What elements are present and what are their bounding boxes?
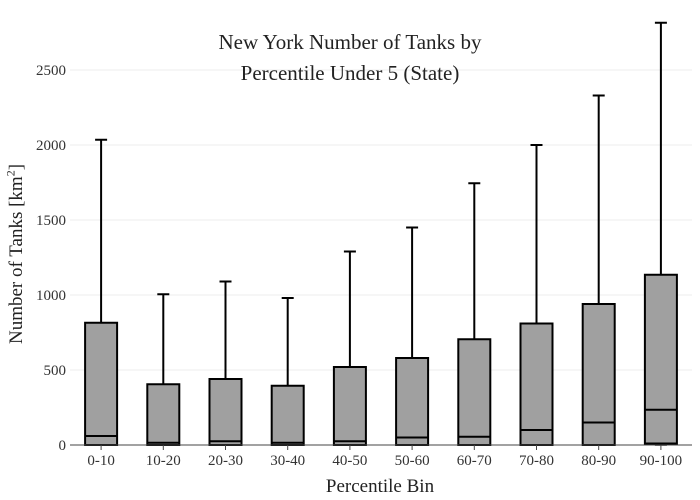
box-body xyxy=(457,338,492,446)
y-axis-label-end: ] xyxy=(6,163,28,171)
x-tick-label: 0-10 xyxy=(87,453,115,469)
x-tick-label: 70-80 xyxy=(519,453,554,469)
x-tick-label: 40-50 xyxy=(332,453,367,469)
box-70-80 xyxy=(519,144,554,446)
y-tick-label: 1000 xyxy=(36,288,66,304)
box-10-20 xyxy=(146,293,181,446)
box-body xyxy=(208,378,243,446)
box-50-60 xyxy=(395,226,430,446)
y-tick-label: 1500 xyxy=(36,213,66,229)
x-axis-label: Percentile Bin xyxy=(325,476,435,497)
chart-title-line-2: Percentile Under 5 (State) xyxy=(240,61,460,85)
box-20-30 xyxy=(208,280,243,446)
box-body xyxy=(332,366,367,446)
box-body xyxy=(519,322,554,446)
x-tick-label: 10-20 xyxy=(146,453,181,469)
x-tick-label: 30-40 xyxy=(270,453,305,469)
box-body xyxy=(581,303,616,446)
x-tick-label: 90-100 xyxy=(640,453,683,469)
y-tick-label: 0 xyxy=(59,438,67,454)
x-tick-label: 60-70 xyxy=(457,453,492,469)
boxes xyxy=(84,21,678,446)
x-tick-label: 50-60 xyxy=(395,453,430,469)
box-90-100 xyxy=(643,21,678,446)
box-60-70 xyxy=(457,182,492,446)
x-tick-label: 80-90 xyxy=(581,453,616,469)
y-tick-label: 2000 xyxy=(36,138,66,154)
box-80-90 xyxy=(581,94,616,446)
y-tick-label: 500 xyxy=(44,363,67,379)
box-body xyxy=(395,357,430,446)
x-tick-label: 20-30 xyxy=(208,453,243,469)
box-body xyxy=(270,384,305,446)
chart-title-line-1: New York Number of Tanks by xyxy=(218,30,482,54)
y-tick-label: 2500 xyxy=(36,63,66,79)
y-axis-label: Number of Tanks [km2] xyxy=(4,84,28,344)
box-body xyxy=(84,321,119,446)
box-body xyxy=(146,383,181,446)
y-axis-ticks: 0 500 1000 1500 2000 2500 xyxy=(36,63,66,454)
y-axis-label-superscript: 2 xyxy=(4,170,18,177)
x-axis-ticks: 0-10 10-20 20-30 30-40 40-50 50-60 60-70 70-80 8… xyxy=(87,445,682,469)
box-body xyxy=(643,273,678,445)
box-0-10 xyxy=(84,138,119,446)
y-axis-label-main: Number of Tanks [km xyxy=(6,176,28,344)
box-40-50 xyxy=(332,250,367,446)
box-30-40 xyxy=(270,297,305,446)
